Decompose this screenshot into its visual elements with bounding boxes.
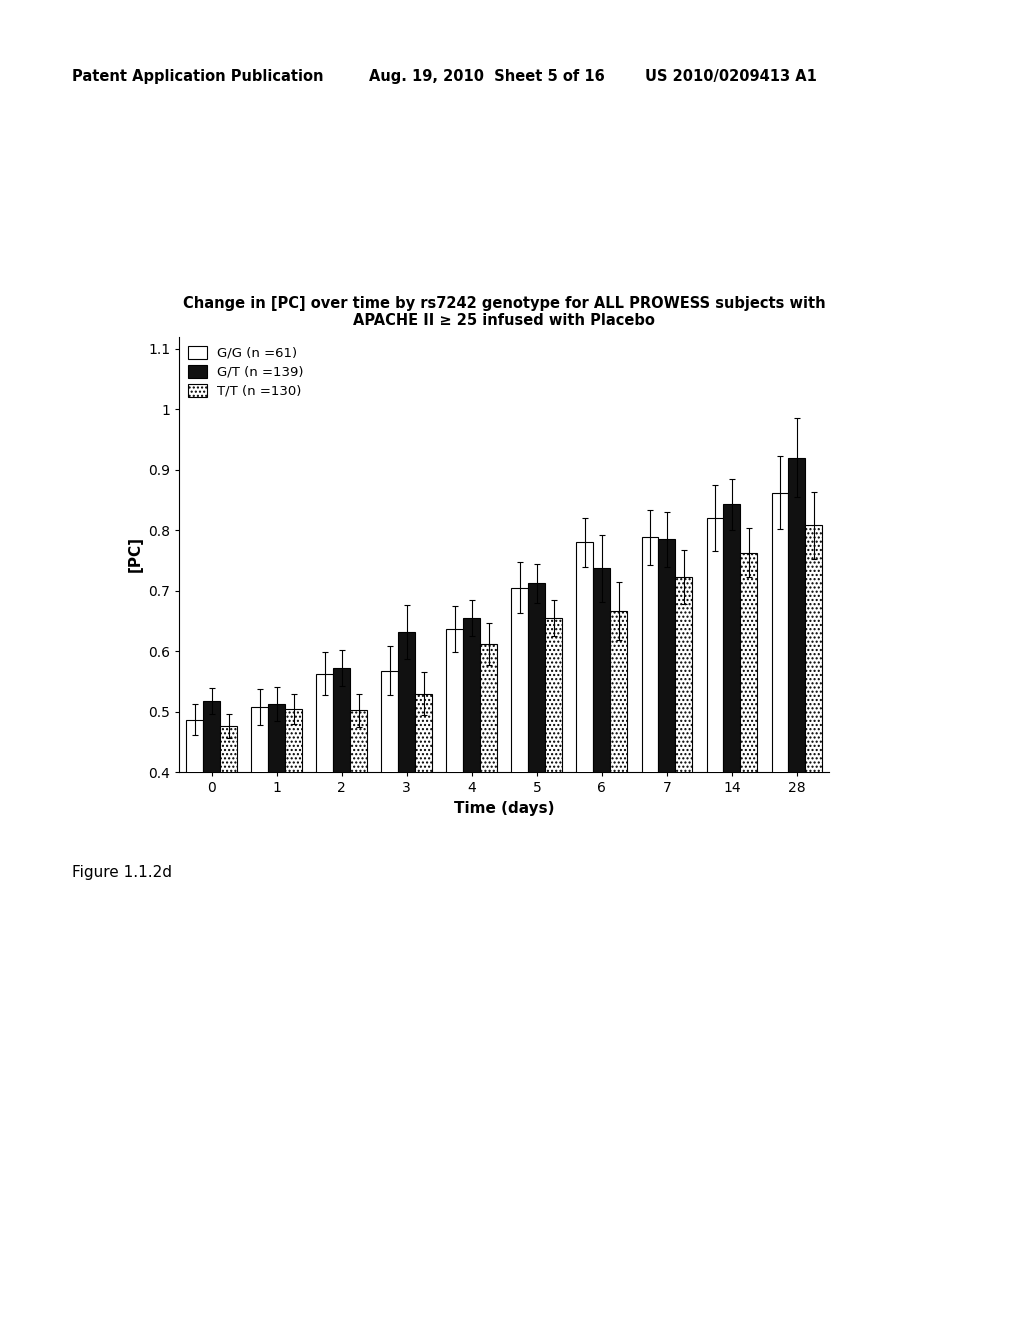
Bar [286,709,302,1014]
Bar [186,719,203,1014]
Bar [707,519,723,1014]
Bar [788,458,806,1014]
Bar [806,525,822,1014]
Bar [350,710,368,1014]
Bar [268,704,286,1014]
Bar [398,632,416,1014]
Bar [658,540,676,1014]
Bar [528,583,546,1014]
Bar [641,537,658,1014]
Bar [463,618,480,1014]
Legend: G/G (n =61), G/T (n =139), T/T (n =130): G/G (n =61), G/T (n =139), T/T (n =130) [183,341,309,403]
Bar [333,668,350,1014]
Bar [511,587,528,1014]
Text: US 2010/0209413 A1: US 2010/0209413 A1 [645,69,817,84]
Bar [203,701,220,1014]
Bar [316,673,333,1014]
Bar [676,577,692,1014]
Title: Change in [PC] over time by rs7242 genotype for ALL PROWESS subjects with
APACHE: Change in [PC] over time by rs7242 genot… [183,296,825,329]
Bar [740,553,758,1014]
Bar [381,671,398,1014]
Bar [416,693,432,1014]
Bar [251,708,268,1014]
Bar [546,618,562,1014]
Bar [593,569,610,1014]
Y-axis label: [PC]: [PC] [128,536,142,573]
Bar [723,504,740,1014]
Bar [446,628,463,1014]
Text: Patent Application Publication: Patent Application Publication [72,69,324,84]
Bar [771,492,788,1014]
Bar [480,644,498,1014]
Bar [577,543,593,1014]
Bar [220,726,238,1014]
Bar [610,611,628,1014]
Text: Figure 1.1.2d: Figure 1.1.2d [72,865,172,879]
Text: Aug. 19, 2010  Sheet 5 of 16: Aug. 19, 2010 Sheet 5 of 16 [369,69,604,84]
X-axis label: Time (days): Time (days) [454,801,555,816]
